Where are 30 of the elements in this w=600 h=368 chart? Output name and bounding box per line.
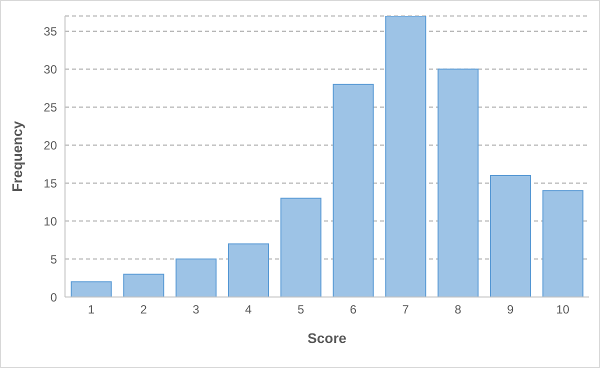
bar [70, 281, 112, 297]
y-tick-label: 10 [44, 214, 58, 228]
x-tick-label: 3 [192, 302, 200, 317]
bar [385, 16, 426, 297]
x-tick-label: 10 [556, 302, 570, 317]
y-tick-label: 25 [44, 100, 58, 114]
x-tick-label: 5 [297, 302, 304, 317]
y-tick-label: 5 [50, 252, 58, 266]
x-tick-label: 8 [454, 302, 462, 317]
x-tick-label: 9 [507, 302, 514, 317]
x-tick-label: 4 [245, 302, 252, 317]
x-tick-label: 2 [140, 302, 148, 317]
y-axis-title: Frequency [8, 120, 25, 192]
bar [176, 258, 217, 297]
x-tick-label: 7 [402, 302, 410, 317]
x-tick-label: 1 [88, 302, 95, 317]
y-tick-label: 20 [44, 138, 58, 152]
bar [228, 243, 269, 297]
y-tick-label: 30 [44, 62, 58, 76]
bar [332, 84, 374, 297]
x-axis-title: Score [308, 330, 347, 346]
y-tick-label: 15 [44, 176, 58, 190]
y-tick-label: 0 [50, 290, 58, 304]
x-tick-label: 6 [350, 302, 357, 317]
y-tick-label: 35 [44, 24, 58, 38]
bar [490, 174, 531, 297]
bar [280, 198, 322, 297]
bar [438, 68, 479, 297]
bar [542, 190, 584, 297]
bar [123, 274, 164, 297]
